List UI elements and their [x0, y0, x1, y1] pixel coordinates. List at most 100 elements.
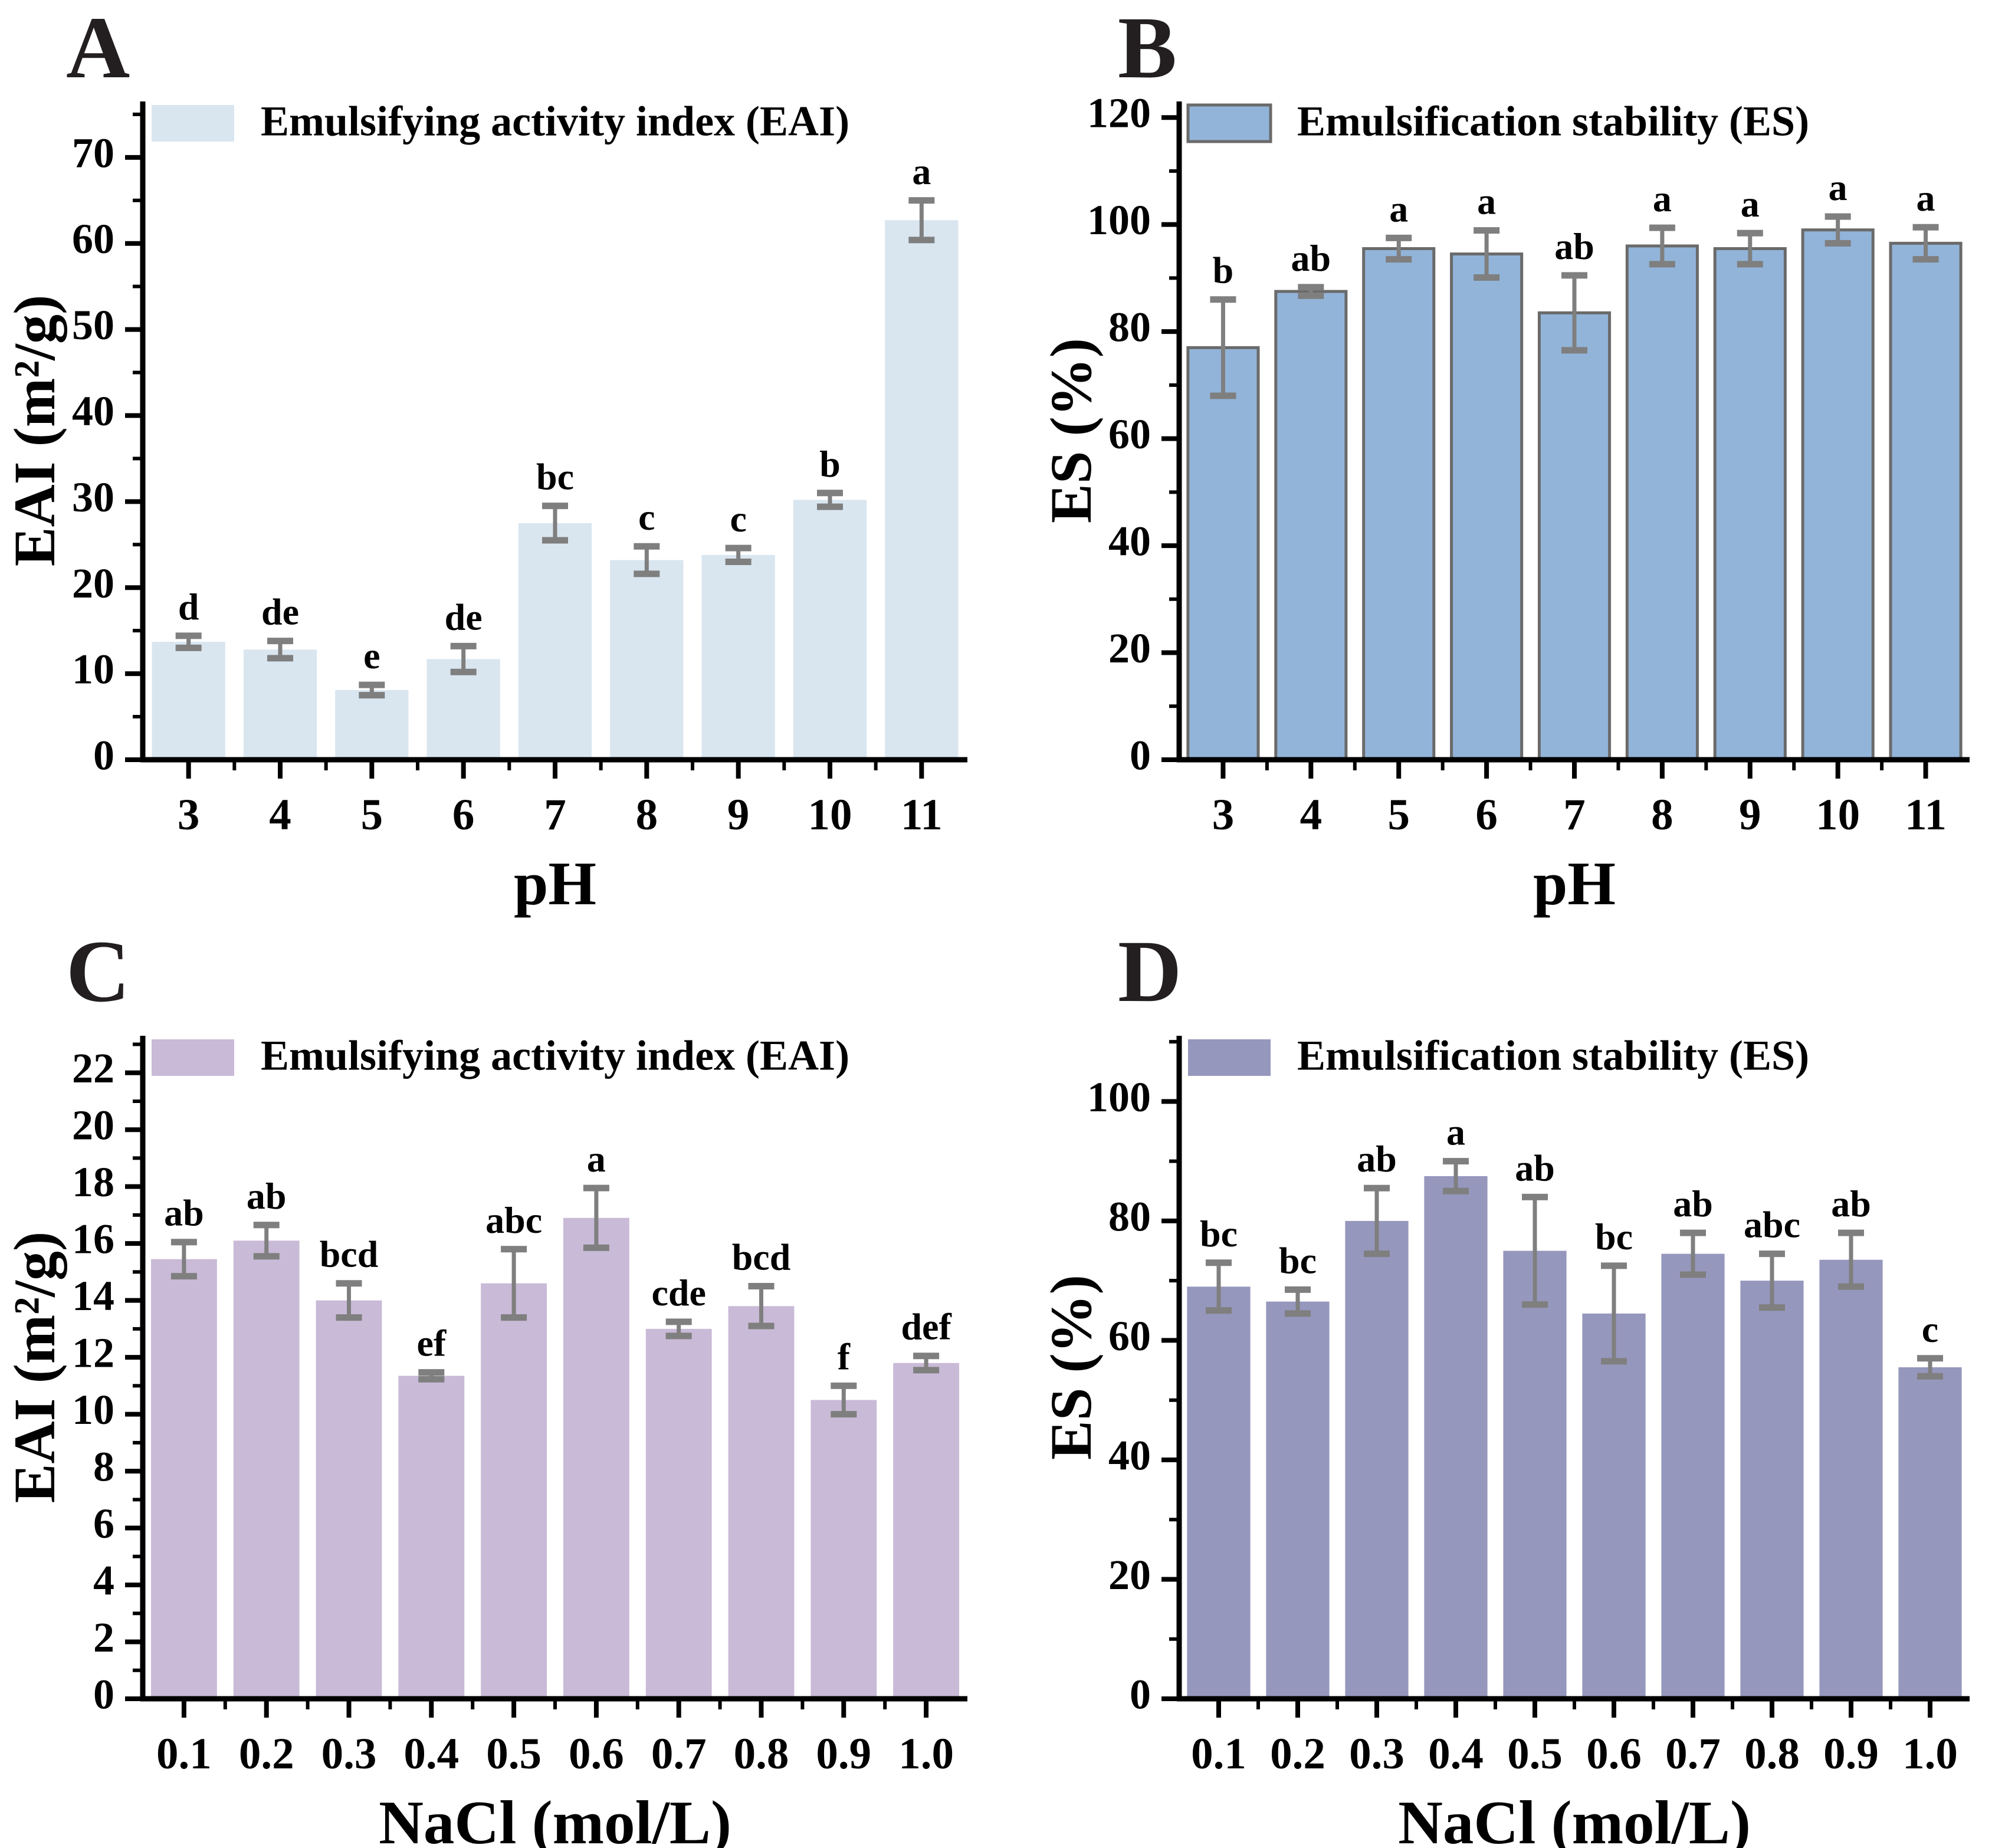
- sig-letter: ab: [1831, 1183, 1871, 1225]
- x-tick-label: 0.2: [1270, 1729, 1325, 1778]
- y-tick-label: 4: [93, 1557, 114, 1604]
- y-tick-label: 20: [72, 1102, 114, 1149]
- bar: [1625, 244, 1699, 761]
- bar: [426, 659, 500, 760]
- bar: [1274, 290, 1348, 761]
- y-tick-label: 2: [93, 1614, 114, 1661]
- y-axis-title: EAI (m²/g): [2, 1232, 67, 1504]
- x-tick-label: 0.4: [403, 1729, 459, 1778]
- x-tick-label: 0.7: [1665, 1729, 1721, 1778]
- sig-letter: ef: [416, 1322, 446, 1364]
- y-tick-label: 50: [72, 301, 114, 349]
- legend-swatch: [152, 105, 234, 142]
- sig-letter: bc: [1279, 1239, 1317, 1281]
- x-tick-label: 0.8: [734, 1729, 789, 1778]
- panel-label-d: D: [1118, 923, 1182, 1020]
- sig-letter: bcd: [732, 1236, 791, 1278]
- sig-letter: d: [178, 586, 199, 628]
- bar: [1503, 1250, 1567, 1699]
- x-tick-label: 9: [1739, 790, 1761, 839]
- sig-letter: b: [819, 443, 841, 485]
- bar: [1186, 346, 1260, 761]
- y-tick-label: 80: [1108, 1193, 1151, 1240]
- x-tick-label: 0.8: [1744, 1729, 1800, 1778]
- sig-letter: e: [363, 635, 380, 677]
- y-axis-title: EAI (m²/g): [2, 295, 67, 567]
- x-tick-label: 5: [361, 790, 383, 839]
- sig-letter: bcd: [320, 1233, 379, 1275]
- legend-label: Emulsifying activity index (EAI): [261, 1032, 849, 1079]
- panel-label-c: C: [66, 923, 130, 1020]
- bar: [233, 1240, 300, 1699]
- y-tick-label: 8: [93, 1443, 114, 1491]
- bar: [893, 1363, 960, 1699]
- bar: [793, 500, 867, 760]
- y-tick-label: 40: [72, 388, 114, 435]
- bar: [335, 690, 409, 760]
- sig-letter: a: [1829, 166, 1848, 208]
- x-tick-label: 9: [727, 790, 750, 839]
- bar: [1889, 241, 1963, 761]
- x-axis-title: pH: [514, 849, 596, 918]
- y-tick-label: 40: [1108, 1432, 1151, 1479]
- bar: [481, 1283, 547, 1699]
- y-tick-label: 20: [1108, 625, 1151, 672]
- bar: [1345, 1220, 1409, 1699]
- x-tick-label: 4: [269, 790, 291, 839]
- x-tick-label: 0.7: [651, 1729, 707, 1778]
- legend-label: Emulsifying activity index (EAI): [261, 98, 849, 145]
- y-tick-label: 70: [72, 129, 114, 176]
- y-tick-label: 16: [72, 1216, 114, 1263]
- bar: [398, 1376, 465, 1699]
- sig-letter: de: [445, 596, 483, 638]
- sig-letter: bc: [536, 456, 574, 498]
- sig-letter: b: [1213, 250, 1234, 291]
- x-tick-label: 1.0: [1902, 1729, 1958, 1778]
- bar: [1740, 1281, 1804, 1699]
- sig-letter: c: [730, 498, 746, 540]
- sig-letter: cde: [651, 1272, 705, 1314]
- y-tick-label: 0: [93, 732, 114, 779]
- panel-a: Emulsifying activity index (EAI) d de e de bc…: [0, 0, 1003, 924]
- panel-label-a: A: [66, 0, 130, 97]
- y-tick-label: 20: [1108, 1551, 1151, 1598]
- x-tick-label: 7: [1563, 790, 1586, 839]
- sig-letter: ab: [1515, 1147, 1555, 1189]
- y-tick-label: 100: [1087, 1074, 1151, 1121]
- bar: [1266, 1301, 1330, 1699]
- x-tick-label: 0.1: [1191, 1729, 1246, 1778]
- legend-label: Emulsification stability (ES): [1297, 1032, 1809, 1079]
- x-tick-label: 0.5: [1507, 1729, 1563, 1778]
- sig-letter: abc: [1744, 1204, 1800, 1246]
- bar: [243, 649, 317, 760]
- bar-chart-d: Emulsification stability (ES)bcbcabaabbc…: [1038, 1032, 1970, 1848]
- bar: [1187, 1286, 1251, 1699]
- y-axis-title: ES (%): [1038, 1275, 1104, 1460]
- panel-c: Emulsifying activity index (EAI) ab ab bcd e…: [0, 924, 1003, 1848]
- bar: [1713, 247, 1787, 761]
- bar: [1801, 228, 1875, 761]
- x-axis-title: pH: [1533, 849, 1616, 918]
- x-tick-label: 8: [1651, 790, 1673, 839]
- sig-letter: a: [1446, 1111, 1465, 1153]
- x-tick-label: 0.1: [156, 1729, 212, 1778]
- bar: [610, 560, 684, 760]
- x-tick-label: 10: [1816, 790, 1860, 839]
- legend-label: Emulsification stability (ES): [1297, 98, 1809, 145]
- x-tick-label: 11: [901, 790, 943, 839]
- x-tick-label: 0.3: [321, 1729, 377, 1778]
- x-tick-label: 0.3: [1349, 1729, 1405, 1778]
- sig-letter: a: [912, 150, 931, 192]
- y-tick-label: 6: [93, 1500, 114, 1547]
- bar-chart-a: Emulsifying activity index (EAI)d deedebc…: [2, 98, 967, 918]
- bar: [1424, 1176, 1488, 1699]
- sig-letter: a: [1917, 177, 1935, 219]
- y-tick-label: 0: [1130, 1671, 1151, 1718]
- y-tick-label: 22: [72, 1045, 114, 1092]
- sig-letter: f: [838, 1335, 851, 1377]
- bar: [701, 554, 775, 760]
- sig-letter: a: [1741, 183, 1760, 225]
- x-tick-label: 0.2: [239, 1729, 294, 1778]
- bar: [810, 1400, 877, 1699]
- sig-letter: a: [1477, 180, 1496, 222]
